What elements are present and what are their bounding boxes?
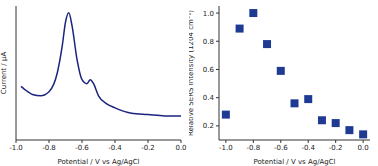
svg-text:-0.4: -0.4: [301, 144, 315, 152]
svg-text:-1.0: -1.0: [9, 144, 23, 152]
svg-text:-0.6: -0.6: [274, 144, 288, 152]
svg-text:Potential / V vs Ag/AgCl: Potential / V vs Ag/AgCl: [57, 158, 139, 166]
svg-text:Current / μA: Current / μA: [8, 52, 9, 95]
svg-text:-0.2: -0.2: [329, 144, 343, 152]
svg-text:-1.0: -1.0: [219, 144, 233, 152]
svg-text:0.2: 0.2: [203, 122, 214, 130]
svg-text:Relative SERS Intensity (1204: Relative SERS Intensity (1204 cm⁻¹): [189, 10, 195, 136]
svg-text:0.6: 0.6: [203, 66, 215, 74]
svg-text:-0.2: -0.2: [141, 144, 155, 152]
svg-text:0.0: 0.0: [175, 144, 186, 152]
svg-text:0.0: 0.0: [358, 144, 369, 152]
svg-text:-0.8: -0.8: [42, 144, 56, 152]
svg-text:-0.8: -0.8: [246, 144, 260, 152]
svg-text:0.4: 0.4: [203, 94, 215, 102]
svg-text:0.8: 0.8: [203, 38, 214, 46]
svg-text:-0.4: -0.4: [108, 144, 122, 152]
svg-text:-0.6: -0.6: [75, 144, 89, 152]
svg-text:Potential / V vs Ag/AgCl: Potential / V vs Ag/AgCl: [253, 158, 335, 166]
svg-text:1.0: 1.0: [203, 10, 214, 18]
